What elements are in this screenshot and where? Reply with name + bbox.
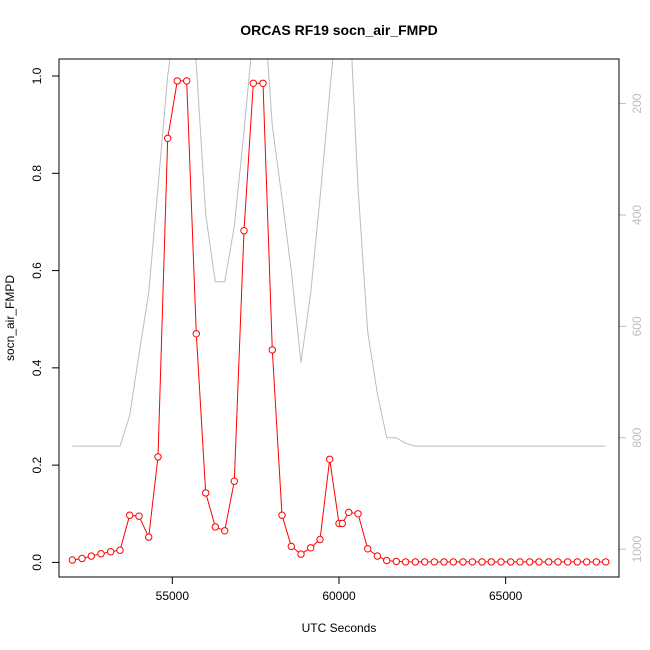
y2-tick-label: 800: [630, 427, 644, 447]
data-point: [545, 558, 553, 566]
data-point: [97, 550, 105, 558]
y-tick-label: 0.8: [30, 165, 44, 182]
data-point: [268, 346, 276, 354]
data-point: [535, 558, 543, 566]
data-point: [497, 558, 505, 566]
y-tick-label: 0.2: [30, 456, 44, 473]
data-point: [211, 523, 220, 531]
data-point: [87, 552, 96, 560]
data-point: [345, 508, 353, 516]
data-point: [145, 533, 153, 541]
data-point: [487, 558, 495, 566]
data-point: [402, 558, 410, 566]
data-point: [297, 550, 305, 558]
data-point: [164, 134, 172, 143]
data-point: [68, 556, 77, 564]
data-point: [383, 556, 391, 565]
y2-tick-label: 600: [630, 316, 644, 336]
data-point: [459, 558, 467, 566]
data-point: [373, 552, 381, 560]
x-tick-label: 55000: [156, 589, 190, 603]
data-point: [78, 554, 86, 563]
data-point: [154, 453, 162, 461]
data-point: [221, 527, 229, 535]
data-point: [307, 544, 315, 552]
data-point: [230, 477, 239, 485]
data-point: [602, 558, 610, 566]
data-point: [259, 79, 267, 88]
data-point: [411, 558, 419, 566]
data-point: [107, 548, 115, 556]
y2-tick-label: 200: [630, 93, 644, 113]
data-point: [240, 227, 248, 235]
data-point: [354, 510, 362, 518]
data-point: [478, 558, 486, 566]
data-point: [526, 558, 534, 566]
data-point: [278, 511, 286, 519]
data-point: [392, 557, 400, 566]
data-point: [516, 558, 524, 566]
data-point: [421, 558, 429, 566]
data-point: [202, 489, 210, 497]
data-point: [564, 558, 572, 566]
data-point: [583, 558, 591, 566]
data-point: [316, 535, 324, 544]
primary-series-line: [72, 80, 606, 563]
plot-frame: [58, 58, 620, 578]
x-axis-label: UTC Seconds: [302, 621, 377, 635]
data-point: [135, 512, 143, 520]
series-layer: [68, 59, 610, 566]
y-tick-label: 0.6: [30, 262, 44, 279]
data-point: [592, 558, 600, 566]
y-axis-label: socn_air_FMPD: [3, 275, 17, 361]
data-point: [173, 77, 182, 85]
data-point: [249, 79, 258, 88]
y2-tick-label: 1000: [630, 535, 644, 562]
data-point: [554, 558, 562, 566]
y-tick-label: 0.4: [30, 359, 44, 376]
data-point: [364, 545, 372, 553]
data-point: [440, 558, 448, 566]
data-point: [287, 542, 295, 551]
chart-title: ORCAS RF19 socn_air_FMPD: [240, 22, 438, 38]
x-tick-label: 60000: [322, 589, 356, 603]
y2-tick-label: 400: [630, 205, 644, 225]
data-point: [430, 558, 438, 566]
data-point: [192, 330, 201, 338]
data-point: [573, 558, 581, 566]
data-point: [326, 455, 334, 463]
y-tick-label: 1.0: [30, 67, 44, 84]
y-tick-label: 0.0: [30, 554, 44, 571]
data-point: [468, 558, 476, 566]
data-point: [183, 77, 191, 85]
data-point: [338, 519, 346, 528]
data-point: [116, 546, 124, 554]
data-point: [449, 558, 457, 566]
data-point: [507, 558, 515, 566]
data-point: [126, 511, 134, 519]
x-tick-label: 65000: [489, 589, 523, 603]
secondary-series-line: [72, 59, 606, 447]
